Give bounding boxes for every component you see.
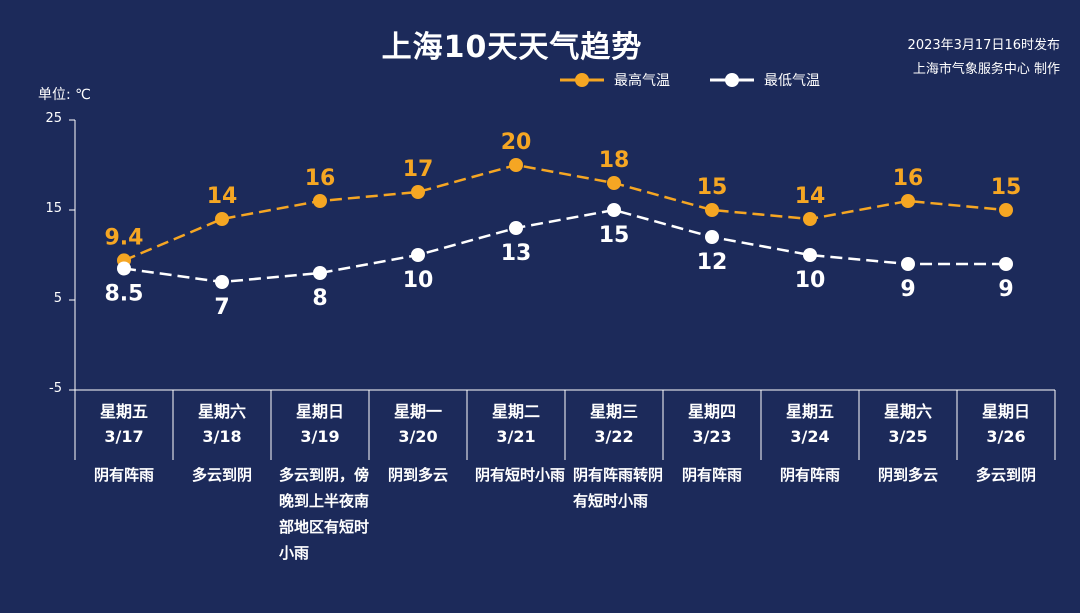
weather-condition: 阴有短时小雨: [475, 466, 566, 484]
low-temp-point: [803, 248, 817, 262]
low-temp-label: 12: [697, 250, 728, 275]
high-temp-point: [215, 212, 229, 226]
low-temp-label: 8.5: [105, 282, 144, 307]
weather-condition: 阴有阵雨: [93, 466, 154, 484]
low-temp-point: [705, 230, 719, 244]
low-temp-label: 10: [795, 268, 826, 293]
high-temp-label: 15: [991, 175, 1022, 200]
date-label: 3/26: [986, 427, 1026, 446]
high-temp-label: 16: [305, 166, 336, 191]
high-temp-label: 14: [207, 184, 238, 209]
day-header: 星期六 3/18: [174, 392, 270, 450]
date-label: 3/21: [496, 427, 536, 446]
day-header: 星期六 3/25: [860, 392, 956, 450]
high-temp-point: [607, 176, 621, 190]
low-temp-label: 10: [403, 268, 434, 293]
y-tick-label: 25: [45, 111, 62, 126]
date-label: 3/24: [790, 427, 830, 446]
weather-condition: 阴到多云: [387, 466, 448, 484]
low-temp-point: [313, 266, 327, 280]
legend-high-label: 最高气温: [614, 73, 670, 89]
day-header: 星期一 3/20: [370, 392, 466, 450]
high-temp-label: 20: [501, 130, 532, 155]
date-label: 3/23: [692, 427, 732, 446]
low-temp-point: [411, 248, 425, 262]
low-temp-label: 15: [599, 223, 630, 248]
weekday-label: 星期三: [589, 402, 638, 421]
weekday-label: 星期二: [491, 402, 540, 421]
weather-condition: 阴有阵雨: [779, 466, 840, 484]
publish-time: 2023年3月17日16时发布: [907, 38, 1060, 53]
weekday-label: 星期日: [295, 402, 344, 421]
high-temp-label: 14: [795, 184, 826, 209]
weather-condition: 阴到多云: [877, 466, 938, 484]
date-label: 3/18: [202, 427, 242, 446]
low-temp-point: [999, 257, 1013, 271]
low-temp-point: [509, 221, 523, 235]
weekday-label: 星期四: [687, 402, 736, 421]
day-header: 星期四 3/23: [664, 392, 760, 450]
legend-low: 最低气温: [710, 70, 820, 90]
weekday-label: 星期六: [197, 402, 246, 421]
y-axis-unit-label: 单位: ℃: [38, 87, 91, 103]
high-temp-label: 9.4: [105, 225, 144, 250]
date-label: 3/19: [300, 427, 340, 446]
weather-condition: 多云到阴: [975, 466, 1036, 484]
weekday-label: 星期五: [785, 402, 834, 421]
legend-low-label: 最低气温: [764, 73, 820, 89]
publisher: 上海市气象服务中心 制作: [912, 62, 1060, 77]
date-label: 3/25: [888, 427, 928, 446]
high-temp-label: 16: [893, 166, 924, 191]
chart-title: 上海10天天气趋势: [381, 30, 643, 65]
high-temp-point: [999, 203, 1013, 217]
low-temp-line: [123, 208, 1006, 284]
high-temp-point: [411, 185, 425, 199]
low-temp-label: 8: [312, 286, 327, 311]
source-info: 2023年3月17日16时发布 上海市气象服务中心 制作: [908, 34, 1060, 82]
day-header: 星期日 3/26: [958, 392, 1054, 450]
day-header: 星期二 3/21: [468, 392, 564, 450]
low-temp-label: 7: [214, 295, 229, 320]
day-header: 星期三 3/22: [566, 392, 662, 450]
weather-condition: 多云到阴: [191, 466, 252, 484]
high-temp-line: [123, 163, 1007, 262]
weekday-label: 星期日: [981, 402, 1030, 421]
low-temp-point: [215, 275, 229, 289]
date-label: 3/20: [398, 427, 438, 446]
high-temp-point: [803, 212, 817, 226]
weather-condition: 阴有阵雨: [681, 466, 742, 484]
low-temp-point: [607, 203, 621, 217]
date-label: 3/22: [594, 427, 634, 446]
high-temp-point: [901, 194, 915, 208]
weekday-label: 星期一: [393, 402, 442, 421]
day-header: 星期五 3/24: [762, 392, 858, 450]
legend-high: 最高气温: [560, 70, 670, 90]
high-temp-point: [313, 194, 327, 208]
y-tick-label: 5: [53, 291, 62, 306]
low-temp-label: 9: [900, 277, 915, 302]
y-tick-label: -5: [49, 381, 62, 396]
high-temp-label: 15: [697, 175, 728, 200]
high-temp-point: [705, 203, 719, 217]
high-temp-label: 17: [403, 157, 434, 182]
legend-high-swatch: [560, 73, 604, 87]
low-temp-point: [117, 261, 131, 276]
low-temp-label: 9: [998, 277, 1013, 302]
date-label: 3/17: [104, 427, 144, 446]
weather-condition: 阴有阵雨转阴有短时小雨: [573, 466, 664, 510]
weekday-label: 星期六: [883, 402, 932, 421]
day-header: 星期五 3/17: [76, 392, 172, 450]
y-tick-label: 15: [45, 201, 62, 216]
high-temp-label: 18: [599, 148, 630, 173]
weather-condition: 多云到阴，傍晚到上半夜南部地区有短时小雨: [279, 466, 370, 562]
weekday-label: 星期五: [99, 402, 148, 421]
day-header: 星期日 3/19: [272, 392, 368, 450]
low-temp-point: [901, 257, 915, 271]
low-temp-label: 13: [501, 241, 532, 266]
legend-low-swatch: [710, 73, 754, 87]
high-temp-point: [509, 158, 523, 172]
